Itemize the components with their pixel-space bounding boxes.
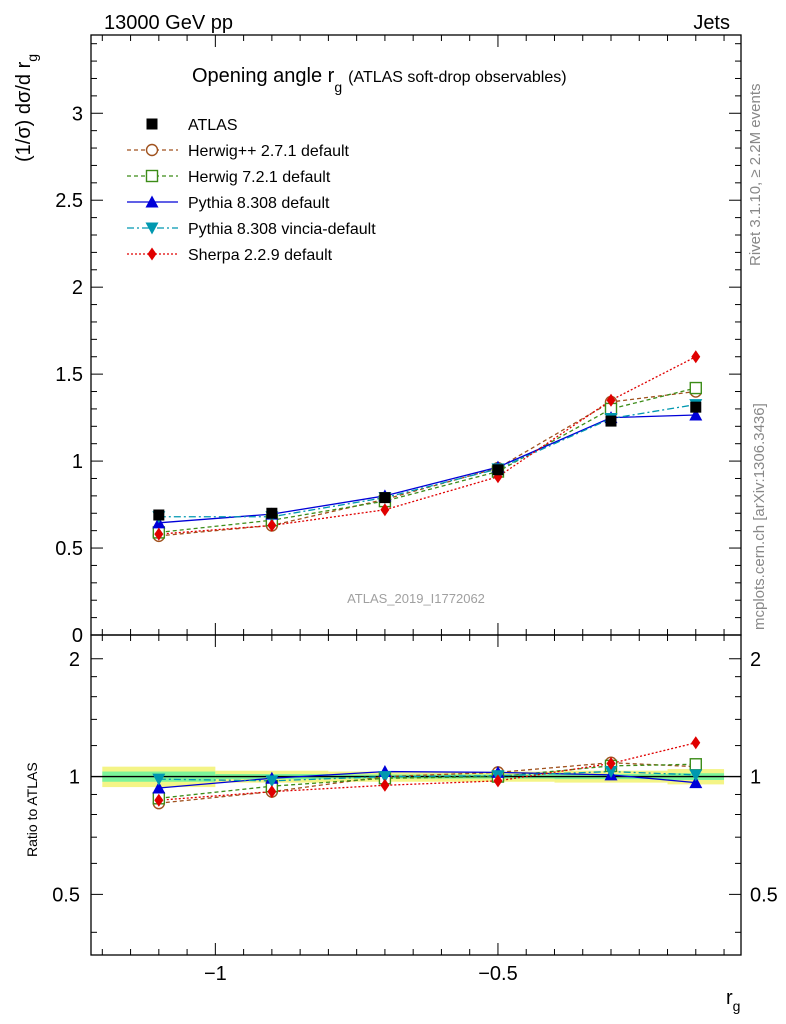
series-lines (91, 356, 741, 804)
ratio-point-pythia-8-308-vincia-default (265, 775, 279, 788)
ratio-point-sherpa-2-2-9-default (493, 774, 503, 788)
legend-label-herwig-7-2-1-default: Herwig 7.2.1 default (188, 169, 331, 186)
legend-marker-herwig-7-2-1-default (145, 169, 159, 183)
ratio-point-sherpa-2-2-9-default (691, 736, 701, 750)
ratio-point-pythia-8-308-default (152, 781, 166, 794)
legend-label-herwig-2-7-1-default: Herwig++ 2.7.1 default (188, 143, 350, 160)
plot-frames (90, 34, 742, 956)
analysis-watermark: ATLAS_2019_I1772062 (347, 591, 485, 606)
point-atlas (266, 507, 278, 519)
series-markers (152, 350, 703, 810)
point-sherpa-2-2-9-default (380, 503, 390, 517)
y-tick-label: 0.5 (55, 538, 83, 560)
legend-label-pythia-8-308-default: Pythia 8.308 default (188, 195, 330, 212)
point-herwig-7-2-1-default (689, 381, 702, 395)
y-tick-label: 3 (72, 103, 83, 125)
point-sherpa-2-2-9-default (691, 350, 701, 364)
chart-title: Opening angle rg(ATLAS soft-drop observa… (192, 65, 567, 95)
y-tick-label: 0 (72, 625, 83, 647)
ratio-panel-frame (90, 634, 742, 956)
point-atlas (690, 401, 702, 413)
x-tick-label: −0.5 (478, 963, 517, 985)
ratio-point-pythia-8-308-vincia-default (378, 771, 392, 784)
ratio-tick-label-left: 2 (69, 649, 80, 671)
ratio-point-sherpa-2-2-9-default (380, 778, 390, 792)
series-line-sherpa-2-2-9-default (158, 356, 697, 535)
ratio-point-pythia-8-308-vincia-default (152, 773, 166, 786)
legend-label-atlas: ATLAS (188, 117, 238, 134)
ratio-y-axis-label: Ratio to ATLAS (24, 762, 40, 857)
legend-marker-atlas (146, 118, 158, 130)
y-axis-label: (1/σ) dσ/d rg (13, 54, 40, 162)
y-tick-label: 1 (72, 451, 83, 473)
point-sherpa-2-2-9-default (154, 527, 164, 541)
point-atlas (379, 492, 391, 504)
header-left-label: 13000 GeV pp (104, 12, 233, 34)
legend-label-sherpa-2-2-9-default: Sherpa 2.2.9 default (188, 247, 333, 264)
ratio-line-herwig-2-7-1-default (158, 762, 696, 804)
point-atlas (153, 509, 165, 521)
ratio-point-pythia-8-308-default (689, 776, 703, 789)
ratio-tick-label-left: 0.5 (52, 884, 80, 906)
series-line-herwig-7-2-1-default (158, 387, 696, 534)
legend-marker-pythia-8-308-vincia-default (145, 222, 159, 235)
x-tick-label: −1 (204, 963, 227, 985)
ratio-line-sherpa-2-2-9-default (158, 742, 696, 801)
ratio-tick-label-right: 0.5 (750, 884, 778, 906)
ratio-point-pythia-8-308-vincia-default (689, 769, 703, 782)
legend-marker-sherpa-2-2-9-default (147, 247, 157, 261)
point-sherpa-2-2-9-default (606, 393, 616, 407)
point-atlas (492, 464, 504, 476)
axis-tick-labels: −1 −0.5 0 0.5 1 1.5 2 2.5 3 0.5 0.5 1 1 2 2 (52, 103, 778, 985)
ratio-point-sherpa-2-2-9-default (154, 793, 164, 807)
point-atlas (605, 415, 617, 427)
x-axis-label: rg (726, 987, 740, 1014)
y-tick-label: 2 (72, 277, 83, 299)
legend: ATLAS Herwig++ 2.7.1 default Herwig 7.2.1 … (127, 117, 376, 264)
point-pythia-8-308-default (689, 408, 703, 421)
ratio-point-sherpa-2-2-9-default (606, 756, 616, 770)
legend-marker-pythia-8-308-default (145, 195, 159, 208)
point-sherpa-2-2-9-default (267, 518, 277, 532)
y-tick-label: 1.5 (55, 364, 83, 386)
ratio-line-herwig-7-2-1-default (158, 763, 696, 799)
ratio-line-pythia-8-308-default (158, 770, 696, 789)
legend-marker-herwig-2-7-1-default (145, 143, 159, 157)
ratio-tick-label-left: 1 (69, 767, 80, 789)
ratio-line-pythia-8-308-vincia-default (158, 770, 696, 782)
axis-ticks (91, 35, 741, 955)
ratio-point-sherpa-2-2-9-default (267, 785, 277, 799)
series-line-pythia-8-308-default (158, 414, 696, 524)
rivet-label: Rivet 3.1.10, ≥ 2.2M events (747, 84, 764, 267)
header-right-label: Jets (693, 12, 730, 34)
mcplots-label: mcplots.cern.ch [arXiv:1306.3436] (751, 403, 768, 630)
ratio-point-pythia-8-308-vincia-default (604, 766, 618, 779)
ratio-tick-label-right: 1 (750, 767, 761, 789)
legend-label-pythia-8-308-vincia-default: Pythia 8.308 vincia-default (188, 221, 376, 238)
ratio-tick-label-right: 2 (750, 649, 761, 671)
y-tick-label: 2.5 (55, 190, 83, 212)
ratio-point-herwig-7-2-1-default (689, 758, 702, 771)
series-line-pythia-8-308-vincia-default (158, 403, 696, 518)
